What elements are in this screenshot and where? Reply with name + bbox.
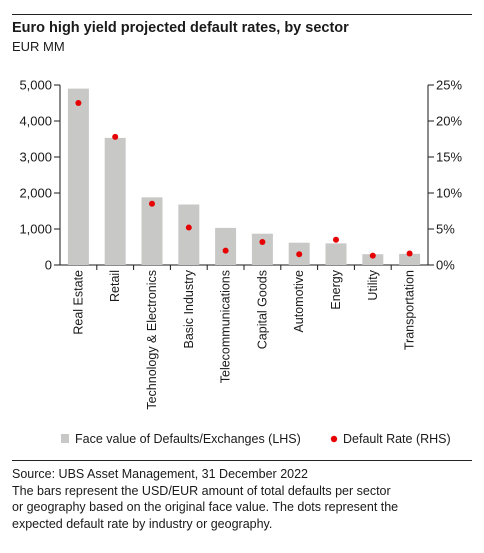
y-right-tick-label: 5% — [436, 222, 455, 237]
bar — [141, 197, 163, 265]
chart-title: Euro high yield projected default rates,… — [12, 20, 349, 36]
chart-area: 0 1,000 2,000 3,000 4,000 5,000 0% 5% 10% 15% 20% 2… — [19, 78, 462, 447]
y-left-tick-label: 4,000 — [19, 114, 52, 129]
default-rate-dot — [75, 100, 82, 106]
y-right-tick-label: 25% — [436, 78, 462, 93]
note-line: expected default rate by industry or geo… — [12, 516, 273, 531]
default-rate-dot — [406, 250, 413, 257]
default-rate-dot — [369, 252, 376, 259]
bar — [251, 233, 273, 265]
y-left-tick-label: 3,000 — [19, 150, 52, 165]
source-line: Source: UBS Asset Management, 31 Decembe… — [12, 467, 308, 481]
bar — [215, 227, 237, 265]
y-left-tick-label: 0 — [45, 258, 52, 273]
bar — [362, 254, 384, 265]
y-right-tick-label: 0% — [436, 258, 455, 273]
note-line: or geography based on the original face … — [12, 500, 399, 514]
y-left-tick-label: 5,000 — [19, 78, 52, 93]
legend-dot-label: Default Rate (RHS) — [343, 432, 451, 446]
default-rate-dot — [259, 238, 266, 245]
legend-dot-swatch — [330, 435, 338, 443]
x-category-label: Automotive — [292, 270, 306, 333]
default-rate-dot — [185, 224, 192, 231]
default-rate-dot — [112, 133, 119, 140]
y-left-tick-label: 1,000 — [19, 222, 52, 237]
x-category-label: Telecommunications — [219, 270, 233, 383]
source-note: Source: UBS Asset Management, 31 Decembe… — [12, 466, 474, 532]
chart-subtitle: EUR MM — [12, 39, 65, 54]
x-category-label: Energy — [329, 269, 343, 309]
bar — [178, 204, 200, 265]
x-category-label: Capital Goods — [255, 270, 269, 349]
source-rule — [12, 460, 472, 461]
y-left-tick-label: 2,000 — [19, 186, 52, 201]
default-rate-dot — [296, 251, 303, 258]
bar — [399, 253, 421, 265]
y-right-tick-label: 15% — [436, 150, 462, 165]
top-rule — [12, 14, 472, 15]
x-category-label: Basic Industry — [182, 269, 196, 348]
legend-bar-label: Face value of Defaults/Exchanges (LHS) — [75, 432, 301, 446]
y-right-tick-label: 10% — [436, 186, 462, 201]
default-rate-dot — [222, 247, 229, 254]
x-category-label: Transportation — [403, 270, 417, 350]
x-category-label: Technology & Electronics — [145, 270, 159, 410]
bar — [104, 137, 126, 265]
note-line: The bars represent the USD/EUR amount of… — [12, 483, 391, 498]
x-category-label: Utility — [366, 269, 380, 300]
legend-bar-swatch — [61, 434, 69, 443]
bar — [67, 88, 89, 265]
y-right-tick-label: 20% — [436, 114, 462, 129]
bar — [325, 243, 347, 265]
default-rate-dot — [149, 200, 155, 207]
default-rate-dot — [333, 236, 339, 243]
x-category-label: Real Estate — [71, 270, 85, 335]
x-category-label: Retail — [108, 270, 122, 302]
